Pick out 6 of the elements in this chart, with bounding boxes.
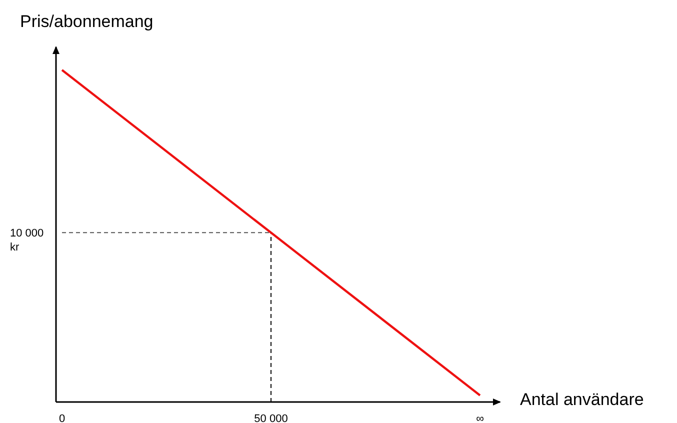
x-axis-title: Antal användare — [520, 390, 644, 410]
y-axis-title: Pris/abonnemang — [20, 12, 154, 32]
x-tick-label: ∞ — [476, 413, 484, 423]
x-tick-label: 50 000 — [254, 413, 288, 423]
ref-line-label: 10 000 kr — [10, 228, 44, 254]
x-tick-label: 0 — [58, 413, 66, 423]
